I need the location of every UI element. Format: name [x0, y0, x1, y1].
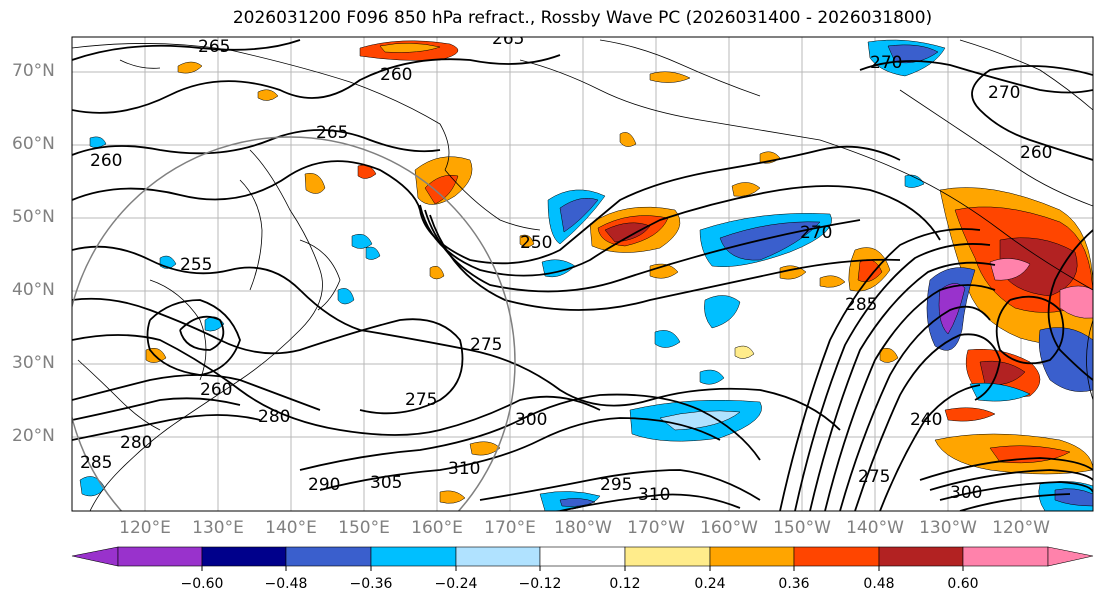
colorbar-swatch: [962, 546, 1049, 567]
longitude-label: 170°E: [484, 518, 536, 538]
contour-label: 295: [600, 475, 632, 495]
colorbar: [71, 546, 1094, 571]
contour-label: 260: [90, 151, 122, 171]
latitude-label: 50°N: [12, 207, 55, 227]
longitude-label: 150°E: [338, 518, 390, 538]
longitude-label: 160°E: [411, 518, 463, 538]
contour-label: 270: [870, 53, 902, 73]
contour-label: 240: [910, 410, 942, 430]
longitude-label: 130°W: [919, 518, 977, 538]
longitude-label: 150°W: [773, 518, 831, 538]
longitude-label: 160°W: [700, 518, 758, 538]
colorbar-tick-label: −0.48: [264, 576, 308, 592]
contour-label: 305: [370, 473, 402, 493]
longitude-label: 140°W: [846, 518, 904, 538]
longitude-label: 130°E: [192, 518, 244, 538]
colorbar-swatch: [455, 546, 541, 567]
latitude-label: 30°N: [12, 353, 55, 373]
contour-label: 260: [200, 380, 232, 400]
longitude-label: 170°W: [627, 518, 685, 538]
map-title: 2026031200 F096 850 hPa refract., Rossby…: [232, 8, 933, 28]
contour-label: 310: [638, 485, 670, 505]
colorbar-tick-label: 0.36: [778, 576, 810, 592]
contour-label: 275: [858, 467, 890, 487]
colorbar-extend-min: [71, 546, 119, 567]
contour-label: 275: [405, 390, 437, 410]
colorbar-tick-label: 0.60: [947, 576, 979, 592]
contour-label: 250: [520, 233, 552, 253]
longitude-label: 120°W: [992, 518, 1050, 538]
contour-label: 275: [470, 335, 502, 355]
colorbar-swatch: [878, 546, 964, 567]
contour-label: 300: [950, 483, 982, 503]
latitude-label: 20°N: [12, 426, 55, 446]
colorbar-tick-label: −0.36: [349, 576, 393, 592]
latitude-label: 40°N: [12, 280, 55, 300]
contour-label: 265: [492, 29, 524, 49]
colorbar-swatch: [709, 546, 795, 567]
colorbar-swatch: [117, 546, 203, 567]
contour-label: 270: [988, 83, 1020, 103]
colorbar-swatch: [539, 546, 626, 567]
colorbar-tick-label: −0.60: [180, 576, 224, 592]
contour-label-group: 265 265 260 270 270 260 265 260 255 250 …: [80, 29, 1052, 505]
shaded-anomalies: [79, 39, 1093, 511]
contour-label: 265: [316, 123, 348, 143]
colorbar-tick-label: −0.12: [518, 576, 562, 592]
latitude-label: 70°N: [12, 61, 55, 81]
contour-label: 290: [308, 475, 340, 495]
contour-label: 260: [1020, 143, 1052, 163]
colorbar-swatch: [624, 546, 711, 567]
colorbar-swatch: [201, 546, 287, 567]
colorbar-tick-label: −0.24: [434, 576, 478, 592]
latitude-label: 60°N: [12, 134, 55, 154]
longitude-label: 180°W: [554, 518, 612, 538]
contour-label: 280: [120, 433, 152, 453]
contour-lines: [72, 39, 1093, 511]
contour-label: 285: [845, 295, 877, 315]
grey-circle: [72, 136, 516, 511]
map-frame: [71, 36, 1094, 512]
colorbar-extend-max: [1047, 546, 1094, 567]
colorbar-tick-label: 0.24: [694, 576, 726, 592]
contour-label: 260: [380, 65, 412, 85]
contour-label: 270: [800, 223, 832, 243]
longitude-label: 140°E: [265, 518, 317, 538]
contour-label: 255: [180, 255, 212, 275]
contour-label: 280: [258, 407, 290, 427]
colorbar-swatch: [285, 546, 372, 567]
colorbar-tick-label: 0.48: [863, 576, 895, 592]
contour-label: 310: [448, 459, 480, 479]
colorbar-swatch: [370, 546, 457, 567]
colorbar-swatch: [793, 546, 880, 567]
longitude-label: 120°E: [119, 518, 171, 538]
coastlines: [72, 39, 1093, 511]
colorbar-tick-label: 0.12: [609, 576, 641, 592]
contour-label: 285: [80, 453, 112, 473]
contour-label: 300: [515, 410, 547, 430]
gridlines: [72, 37, 1093, 511]
contour-label: 265: [198, 37, 230, 57]
